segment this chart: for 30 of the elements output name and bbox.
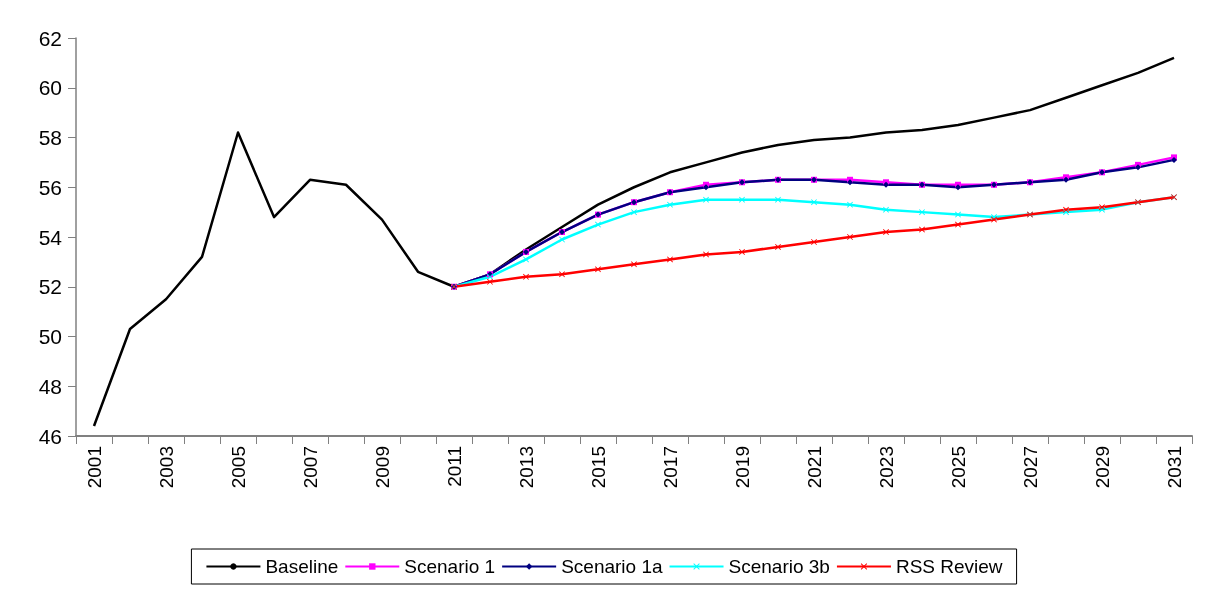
x-tick-label: 2027 bbox=[1019, 446, 1041, 489]
x-tick-label: 2025 bbox=[947, 446, 969, 489]
y-tick-label: 50 bbox=[38, 325, 62, 348]
legend-label: Scenario 1 bbox=[404, 556, 496, 577]
legend-label: Scenario 1a bbox=[561, 556, 663, 577]
y-tick-label: 56 bbox=[38, 175, 62, 199]
x-tick-label: 2007 bbox=[299, 446, 321, 489]
y-tick-label: 60 bbox=[38, 76, 62, 100]
x-tick-label: 2005 bbox=[227, 446, 249, 489]
y-tick-label: 46 bbox=[38, 424, 62, 448]
x-tick-label: 2021 bbox=[803, 446, 825, 489]
x-tick-label: 2023 bbox=[875, 446, 897, 489]
x-tick-label: 2003 bbox=[155, 446, 177, 489]
y-tick-label: 52 bbox=[38, 275, 62, 299]
legend-label: Scenario 3b bbox=[728, 556, 830, 577]
x-tick-label: 2015 bbox=[587, 446, 609, 489]
y-tick-label: 54 bbox=[38, 225, 63, 249]
x-tick-label: 2031 bbox=[1163, 446, 1185, 489]
x-tick-label: 2013 bbox=[515, 446, 537, 489]
y-tick-label: 62 bbox=[38, 26, 62, 50]
x-tick-label: 2009 bbox=[371, 446, 393, 489]
y-tick-label: 48 bbox=[38, 374, 62, 398]
x-tick-label: 2017 bbox=[659, 446, 681, 489]
y-tick-label: 58 bbox=[38, 126, 62, 149]
legend-label: Baseline bbox=[265, 556, 339, 577]
x-tick-label: 2001 bbox=[83, 446, 105, 489]
x-tick-label: 2011 bbox=[443, 446, 465, 487]
x-tick-label: 2029 bbox=[1091, 446, 1113, 489]
legend-label: RSS Review bbox=[895, 556, 1003, 577]
x-tick-label: 2019 bbox=[731, 446, 753, 489]
